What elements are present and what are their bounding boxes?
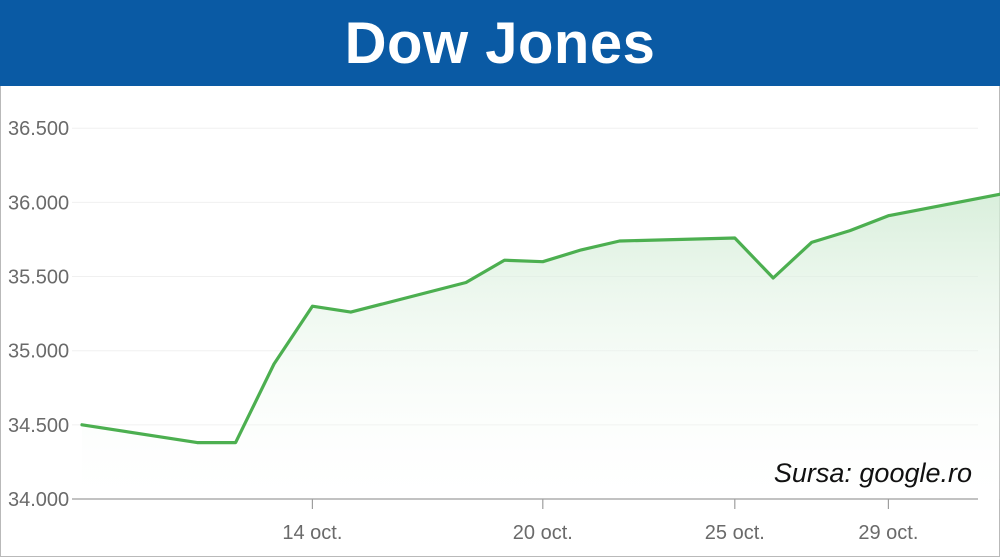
y-tick-label: 34.500 — [8, 415, 69, 437]
series-line — [80, 192, 1000, 445]
data-point — [349, 310, 353, 314]
data-point — [733, 236, 737, 240]
data-point — [272, 362, 276, 366]
data-point — [234, 441, 238, 445]
y-tick-label: 35.500 — [8, 267, 69, 289]
title-banner: Dow Jones — [0, 0, 1000, 86]
x-tick-label: 14 oct. — [282, 522, 342, 544]
chart-title: Dow Jones — [344, 10, 656, 76]
y-tick-label: 36.000 — [8, 192, 69, 214]
x-tick-label: 25 oct. — [705, 522, 765, 544]
data-point — [464, 280, 468, 284]
x-tick-label: 29 oct. — [858, 522, 918, 544]
data-point — [848, 229, 852, 233]
y-tick-label: 35.000 — [8, 341, 69, 363]
data-point — [810, 240, 814, 244]
y-tick-label: 34.000 — [8, 489, 69, 511]
data-point — [195, 441, 199, 445]
data-point — [541, 260, 545, 264]
source-caption: Sursa: google.ro — [773, 458, 972, 488]
data-point — [502, 258, 506, 262]
data-point — [771, 276, 775, 280]
area-fill — [82, 194, 1000, 499]
data-point — [618, 239, 622, 243]
data-point — [310, 304, 314, 308]
data-point — [579, 248, 583, 252]
y-tick-label: 36.500 — [8, 118, 69, 140]
x-tick-label: 20 oct. — [513, 522, 573, 544]
data-point — [80, 423, 84, 427]
line-chart: 34.000 34.500 35.000 35.500 36.000 36.500 14 o… — [8, 118, 1000, 544]
data-point — [886, 214, 890, 218]
